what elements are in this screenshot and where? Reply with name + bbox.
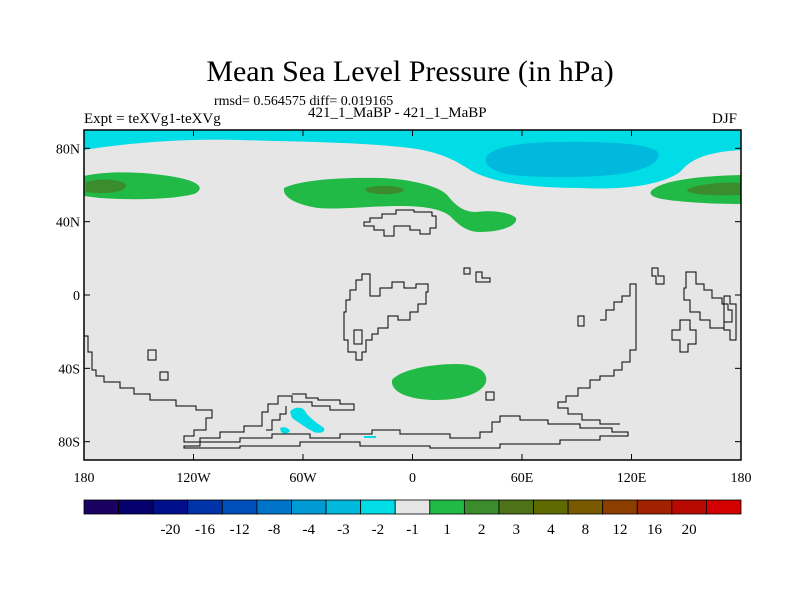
colorbar-label: -2	[372, 522, 385, 538]
colorbar-label: -12	[230, 522, 250, 538]
x-tick-label: 0	[409, 471, 416, 486]
coastline-pacific-islands	[651, 267, 665, 285]
coastline-island-red-sea	[475, 271, 491, 283]
coastline-island-atlantic	[147, 349, 157, 361]
coastline-island-falkland	[159, 371, 169, 381]
chart-title: Mean Sea Level Pressure (in hPa)	[206, 55, 614, 88]
colorbar-swatch	[671, 499, 707, 515]
anomaly-region-southern-ocean	[391, 364, 487, 400]
colorbar-label: 8	[582, 522, 590, 538]
coastline-south-america	[84, 335, 355, 443]
stats-line: rmsd= 0.564575 diff= 0.019165	[214, 94, 394, 109]
colorbar-swatch	[152, 499, 189, 515]
coastlines	[84, 209, 737, 449]
colorbar-label: 1	[443, 522, 451, 538]
coastline-antarctic-peninsula	[266, 406, 287, 431]
colorbar-swatch	[498, 499, 534, 515]
colorbar-swatch	[83, 499, 119, 515]
x-tick-label: 120W	[176, 471, 211, 486]
colorbar-swatch	[360, 499, 396, 515]
y-tick-label: 40N	[56, 216, 80, 231]
coastline-indonesia	[671, 319, 697, 353]
coastline-island-madagascar	[577, 315, 585, 327]
anomaly-region-antarctic-dot	[364, 436, 376, 438]
anomaly-region-antarctic-negative	[290, 407, 325, 433]
coastline-new-zealand	[723, 295, 737, 341]
x-tick-label: 180	[74, 471, 95, 486]
colorbar-label: -1	[406, 522, 419, 538]
experiment-label: Expt = teXVg1-teXVg	[84, 111, 221, 127]
colorbar-swatch	[187, 499, 223, 515]
coastline-island-south	[485, 391, 495, 401]
colorbar-swatch	[118, 499, 154, 515]
colorbar-swatch	[706, 499, 742, 515]
x-tick-label: 120E	[617, 471, 647, 486]
colorbar-swatch	[325, 499, 362, 515]
anomaly-region-antarctic-small	[280, 427, 290, 434]
colorbar-label: -20	[160, 522, 180, 538]
colorbar-label: 12	[612, 522, 627, 538]
colorbar-label: -4	[303, 522, 316, 538]
anomaly-region-nw-pacific	[84, 172, 200, 200]
colorbar-swatch	[463, 499, 500, 515]
colorbar-swatch	[394, 499, 431, 515]
colorbar-label: 2	[478, 522, 486, 538]
coastline-europe	[363, 209, 437, 237]
anomaly-region-europe-asia	[283, 177, 517, 232]
colorbar-label: -16	[195, 522, 215, 538]
colorbar-label: 3	[512, 522, 520, 538]
anomaly-region-ne-pacific-core	[687, 182, 741, 196]
colorbar-swatch	[602, 499, 638, 515]
coastline-australia	[557, 283, 637, 425]
colorbar-swatch	[221, 499, 258, 515]
coastline-asia-east	[683, 271, 733, 329]
colorbar-swatch	[429, 499, 465, 515]
coastline-south-america-north	[353, 329, 363, 345]
y-tick-label: 80N	[56, 142, 80, 157]
colorbar-swatch	[636, 499, 673, 515]
y-tick-label: 80S	[58, 436, 80, 451]
x-axis: 180 120W 60W 0 60E 120E 180	[74, 130, 752, 486]
x-tick-label: 60W	[289, 471, 317, 486]
anomaly-region-nw-pacific-core	[86, 179, 127, 194]
colorbar-swatch	[533, 499, 569, 515]
season-label: DJF	[712, 111, 738, 127]
x-tick-label: 60E	[511, 471, 534, 486]
colorbar-swatch	[291, 499, 327, 515]
colorbar-label: -3	[337, 522, 350, 538]
anomaly-region-europe-asia-core	[365, 185, 404, 195]
coastline-island-mid	[463, 267, 471, 275]
coastline-africa	[343, 273, 429, 361]
colorbar-swatch	[256, 499, 292, 515]
map-plot	[84, 130, 741, 460]
colorbar-label: 4	[547, 522, 555, 538]
colorbar-label: 20	[682, 522, 697, 538]
x-tick-label: 180	[731, 471, 752, 486]
anomaly-region-arctic-core	[485, 141, 659, 178]
colorbar-swatch	[567, 499, 604, 515]
y-tick-label: 40S	[58, 362, 80, 377]
colorbar-label: 16	[647, 522, 663, 538]
colorbar-label: -8	[268, 522, 281, 538]
coastline-antarctica	[183, 415, 629, 449]
y-axis: 80N 40N 0 40S 80S	[56, 142, 741, 451]
run-label: 421_1_MaBP - 421_1_MaBP	[308, 105, 487, 121]
y-tick-label: 0	[73, 289, 80, 304]
colorbar: -20 -16 -12 -8 -4 -3 -2 -1 1 2 3 4 8 12 16 20	[83, 499, 742, 538]
